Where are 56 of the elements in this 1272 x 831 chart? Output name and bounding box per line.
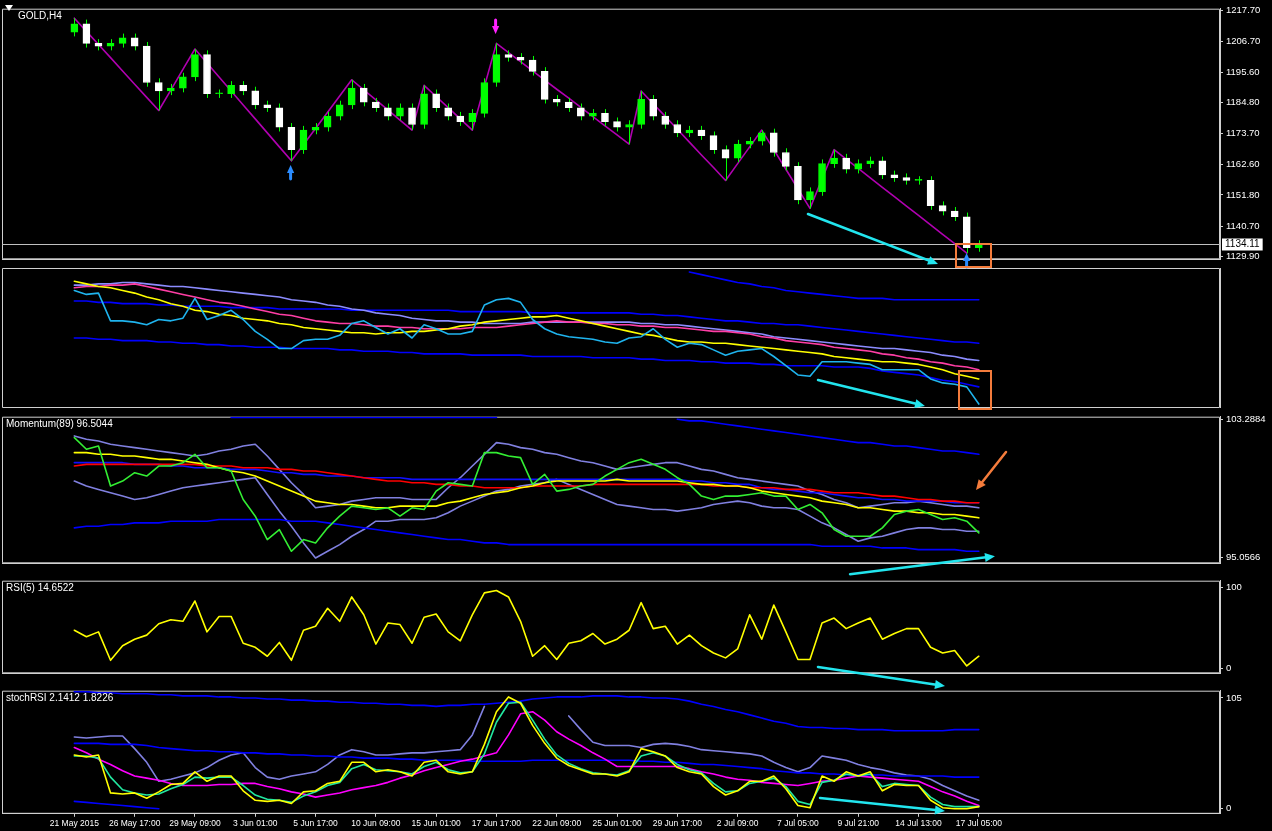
x-tick-label: 2 Jul 09:00 xyxy=(716,818,759,829)
candlestick xyxy=(275,103,284,132)
y-tick-label: 1162.60 xyxy=(1226,158,1260,170)
y-tick-label: 103.2884 xyxy=(1226,413,1266,425)
candlestick xyxy=(625,119,633,145)
y-tick-label: 1184.80 xyxy=(1226,96,1260,108)
chart-title: stochRSI 2.1412 1.8226 xyxy=(6,692,114,704)
candlestick xyxy=(842,153,850,174)
y-tick-label: 1195.60 xyxy=(1226,66,1260,78)
chart-title: Momentum(89) 96.5044 xyxy=(6,418,114,430)
y-tick-label: 1217.70 xyxy=(1226,4,1261,16)
y-tick-label: 1173.70 xyxy=(1226,127,1260,139)
x-tick-label: 7 Jul 05:00 xyxy=(777,818,819,829)
candlestick xyxy=(251,86,260,110)
x-tick-label: 26 May 17:00 xyxy=(108,818,161,829)
y-tick-label: 105 xyxy=(1226,691,1242,703)
x-tick-label: 5 Jun 17:00 xyxy=(293,818,339,829)
candlestick xyxy=(637,90,645,130)
candlestick xyxy=(359,83,368,107)
x-tick-label: 21 May 2015 xyxy=(49,818,100,829)
ref-line-label: 1134.11 xyxy=(1225,238,1261,250)
x-tick-label: 17 Jun 17:00 xyxy=(471,818,522,829)
candlestick xyxy=(782,147,790,172)
candlestick xyxy=(191,48,199,82)
x-tick-label: 17 Jul 05:00 xyxy=(955,818,1003,829)
chart-title: GOLD,H4 xyxy=(18,10,63,22)
candlestick xyxy=(154,77,163,112)
x-tick-label: 22 Jun 09:00 xyxy=(532,818,582,829)
x-tick-label: 9 Jul 21:00 xyxy=(837,818,880,829)
candlestick xyxy=(649,94,658,121)
candlestick xyxy=(806,186,814,209)
x-tick-label: 25 Jun 01:00 xyxy=(592,818,642,829)
x-tick-label: 10 Jun 09:00 xyxy=(351,818,401,829)
chart-title: RSI(5) 14.6522 xyxy=(6,582,75,594)
y-tick-label: 100 xyxy=(1226,580,1242,592)
candlestick xyxy=(709,130,718,155)
y-tick-label: 0 xyxy=(1226,802,1232,814)
candlestick xyxy=(70,17,79,37)
candlestick xyxy=(408,103,416,131)
candlestick xyxy=(432,89,440,113)
candlestick xyxy=(769,128,778,158)
x-tick-label: 29 May 09:00 xyxy=(169,818,221,829)
candlestick xyxy=(830,149,838,169)
x-tick-label: 29 Jun 17:00 xyxy=(652,818,703,829)
y-tick-label: 1151.80 xyxy=(1226,188,1260,200)
candlestick xyxy=(179,72,187,93)
x-tick-label: 14 Jul 13:00 xyxy=(895,818,942,829)
y-tick-label: 1129.90 xyxy=(1226,249,1260,261)
y-tick-label: 1206.70 xyxy=(1226,35,1261,47)
x-tick-label: 15 Jun 01:00 xyxy=(411,818,461,829)
candlestick xyxy=(347,79,356,110)
y-tick-label: 95.0566 xyxy=(1226,550,1261,562)
y-tick-label: 1140.70 xyxy=(1226,219,1260,231)
x-tick-label: 3 Jun 01:00 xyxy=(233,818,278,829)
candlestick xyxy=(82,19,91,49)
y-tick-label: 0 xyxy=(1226,662,1232,674)
